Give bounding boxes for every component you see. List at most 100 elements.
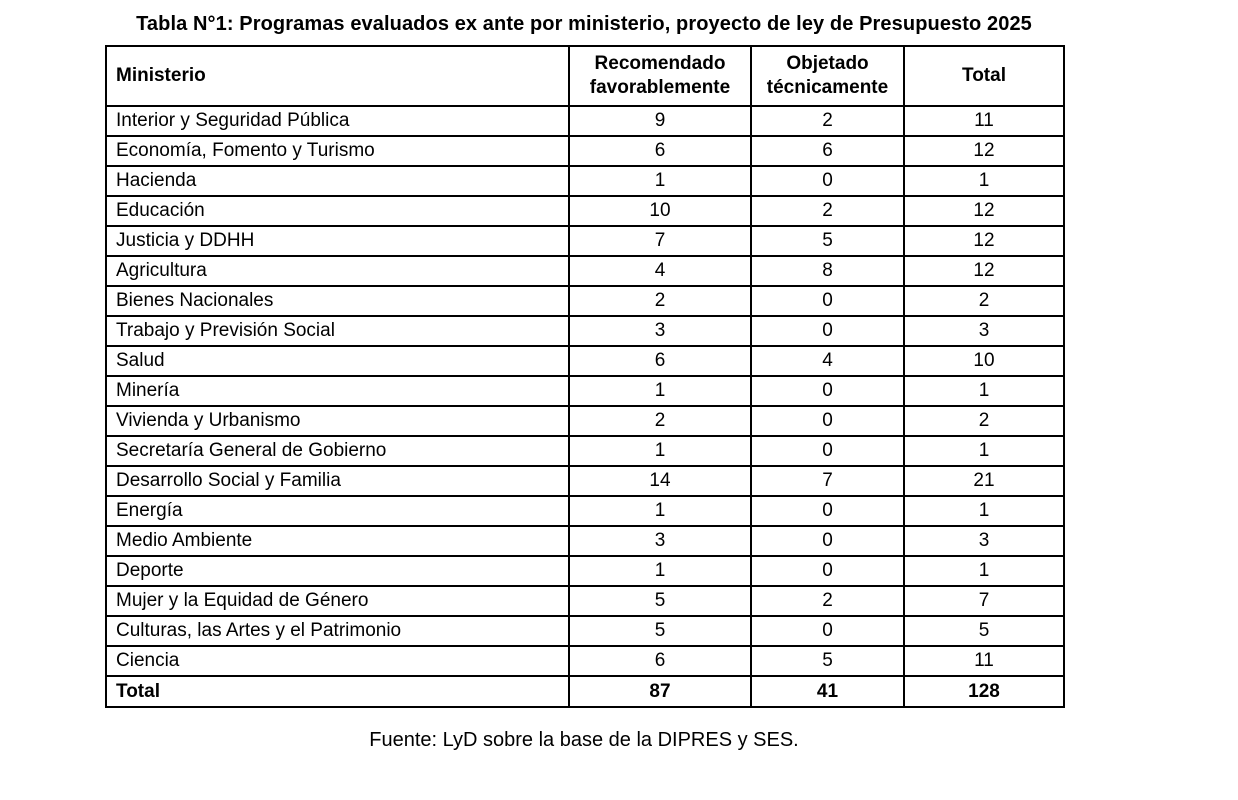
objetado-cell: 2 [750, 195, 905, 227]
ministry-cell: Trabajo y Previsión Social [105, 315, 570, 347]
objetado-cell: 2 [750, 105, 905, 137]
ministry-cell: Culturas, las Artes y el Patrimonio [105, 615, 570, 647]
column-header-total: Total [903, 45, 1065, 107]
recomendado-cell: 1 [568, 495, 752, 527]
ministry-cell: Salud [105, 345, 570, 377]
ministry-cell: Ciencia [105, 645, 570, 677]
total-cell: 7 [903, 585, 1065, 617]
recomendado-cell: 14 [568, 465, 752, 497]
table-row: Interior y Seguridad Pública 9 2 11 [105, 105, 1065, 137]
ministry-cell: Bienes Nacionales [105, 285, 570, 317]
table-row: Mujer y la Equidad de Género 5 2 7 [105, 585, 1065, 617]
total-cell: 5 [903, 615, 1065, 647]
ministry-cell: Hacienda [105, 165, 570, 197]
objetado-cell: 0 [750, 495, 905, 527]
total-cell: 1 [903, 495, 1065, 527]
total-cell: 3 [903, 525, 1065, 557]
table-header: Ministerio Recomendado favorablemente Ob… [105, 45, 1065, 107]
recomendado-cell: 6 [568, 345, 752, 377]
objetado-cell: 0 [750, 165, 905, 197]
recomendado-cell: 1 [568, 435, 752, 467]
recomendado-cell: 2 [568, 405, 752, 437]
recomendado-cell: 2 [568, 285, 752, 317]
objetado-cell: 0 [750, 435, 905, 467]
ministries-table: Ministerio Recomendado favorablemente Ob… [105, 45, 1065, 708]
objetado-cell: 7 [750, 465, 905, 497]
objetado-cell: 0 [750, 555, 905, 587]
total-cell: 12 [903, 135, 1065, 167]
objetado-cell: 8 [750, 255, 905, 287]
total-cell: 1 [903, 555, 1065, 587]
recomendado-cell: 5 [568, 585, 752, 617]
recomendado-cell: 1 [568, 375, 752, 407]
recomendado-cell: 10 [568, 195, 752, 227]
ministry-cell: Mujer y la Equidad de Género [105, 585, 570, 617]
table-footer: Total 87 41 128 [105, 675, 1065, 708]
table-row: Bienes Nacionales 2 0 2 [105, 285, 1065, 317]
total-cell: 12 [903, 195, 1065, 227]
ministry-cell: Economía, Fomento y Turismo [105, 135, 570, 167]
recomendado-cell: 1 [568, 555, 752, 587]
table-row: Deporte 1 0 1 [105, 555, 1065, 587]
recomendado-cell: 9 [568, 105, 752, 137]
total-cell: 1 [903, 375, 1065, 407]
ministry-cell: Medio Ambiente [105, 525, 570, 557]
total-cell: 11 [903, 645, 1065, 677]
total-row-objetado: 41 [750, 675, 905, 708]
table-row: Medio Ambiente 3 0 3 [105, 525, 1065, 557]
total-cell: 1 [903, 435, 1065, 467]
total-cell: 10 [903, 345, 1065, 377]
recomendado-cell: 7 [568, 225, 752, 257]
table-row: Trabajo y Previsión Social 3 0 3 [105, 315, 1065, 347]
ministry-cell: Educación [105, 195, 570, 227]
objetado-cell: 6 [750, 135, 905, 167]
table-row: Hacienda 1 0 1 [105, 165, 1065, 197]
column-header-ministerio: Ministerio [105, 45, 570, 107]
objetado-cell: 0 [750, 405, 905, 437]
total-cell: 12 [903, 255, 1065, 287]
recomendado-cell: 6 [568, 135, 752, 167]
ministry-cell: Energía [105, 495, 570, 527]
table-row: Secretaría General de Gobierno 1 0 1 [105, 435, 1065, 467]
table-title: Tabla N°1: Programas evaluados ex ante p… [136, 13, 1032, 35]
recomendado-cell: 3 [568, 525, 752, 557]
header-row: Ministerio Recomendado favorablemente Ob… [105, 45, 1065, 107]
objetado-cell: 0 [750, 285, 905, 317]
table-body: Interior y Seguridad Pública 9 2 11 Econ… [105, 105, 1065, 677]
table-row: Justicia y DDHH 7 5 12 [105, 225, 1065, 257]
recomendado-cell: 1 [568, 165, 752, 197]
objetado-cell: 5 [750, 225, 905, 257]
ministry-cell: Interior y Seguridad Pública [105, 105, 570, 137]
objetado-cell: 2 [750, 585, 905, 617]
objetado-cell: 0 [750, 375, 905, 407]
table-row: Culturas, las Artes y el Patrimonio 5 0 … [105, 615, 1065, 647]
recomendado-cell: 5 [568, 615, 752, 647]
ministry-cell: Vivienda y Urbanismo [105, 405, 570, 437]
recomendado-cell: 6 [568, 645, 752, 677]
column-header-recomendado: Recomendado favorablemente [568, 45, 752, 107]
total-row: Total 87 41 128 [105, 675, 1065, 708]
table-row: Salud 6 4 10 [105, 345, 1065, 377]
objetado-cell: 5 [750, 645, 905, 677]
total-cell: 3 [903, 315, 1065, 347]
total-cell: 2 [903, 285, 1065, 317]
table-row: Vivienda y Urbanismo 2 0 2 [105, 405, 1065, 437]
objetado-cell: 4 [750, 345, 905, 377]
column-header-objetado: Objetado técnicamente [750, 45, 905, 107]
source-note: Fuente: LyD sobre la base de la DIPRES y… [369, 729, 799, 751]
ministry-cell: Minería [105, 375, 570, 407]
table-row: Desarrollo Social y Familia 14 7 21 [105, 465, 1065, 497]
total-cell: 21 [903, 465, 1065, 497]
table-row: Agricultura 4 8 12 [105, 255, 1065, 287]
ministry-cell: Justicia y DDHH [105, 225, 570, 257]
ministry-cell: Secretaría General de Gobierno [105, 435, 570, 467]
recomendado-cell: 3 [568, 315, 752, 347]
table-row: Ciencia 6 5 11 [105, 645, 1065, 677]
ministry-cell: Deporte [105, 555, 570, 587]
table-row: Energía 1 0 1 [105, 495, 1065, 527]
total-cell: 1 [903, 165, 1065, 197]
table-row: Minería 1 0 1 [105, 375, 1065, 407]
total-row-recomendado: 87 [568, 675, 752, 708]
total-row-label: Total [105, 675, 570, 708]
